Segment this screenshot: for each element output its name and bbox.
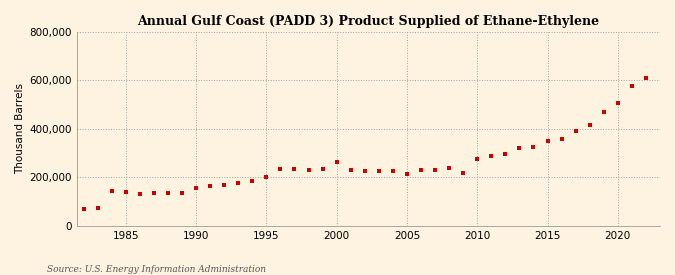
Title: Annual Gulf Coast (PADD 3) Product Supplied of Ethane-Ethylene: Annual Gulf Coast (PADD 3) Product Suppl… — [137, 15, 599, 28]
Y-axis label: Thousand Barrels: Thousand Barrels — [15, 83, 25, 174]
Text: Source: U.S. Energy Information Administration: Source: U.S. Energy Information Administ… — [47, 265, 266, 274]
